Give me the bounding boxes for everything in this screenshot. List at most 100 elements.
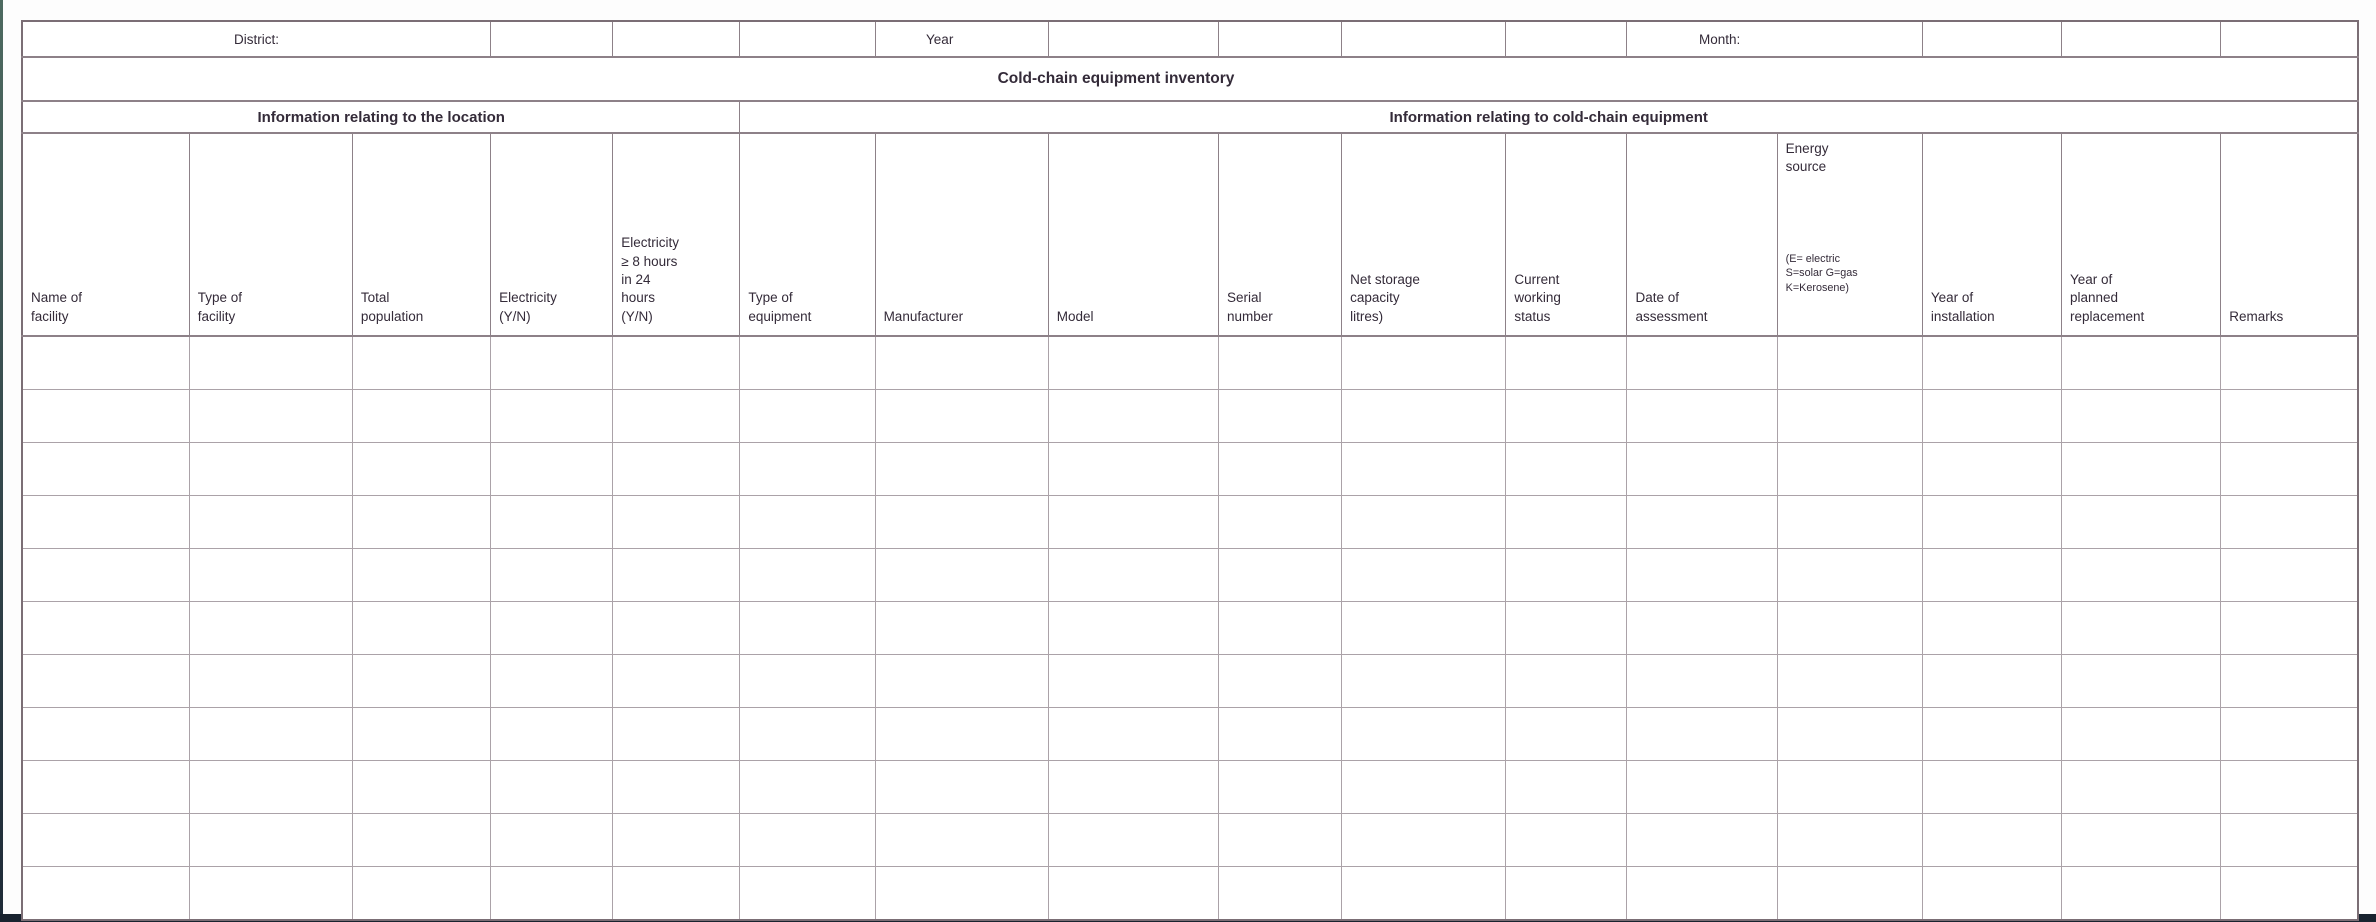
grid-cell[interactable] — [188, 442, 353, 496]
grid-cell[interactable] — [739, 389, 876, 443]
grid-cell[interactable] — [739, 760, 876, 814]
grid-cell[interactable] — [1047, 760, 1219, 814]
grid-cell[interactable] — [1217, 442, 1343, 496]
grid-cell[interactable] — [1921, 495, 2063, 549]
grid-cell[interactable] — [612, 548, 741, 602]
grid-cell[interactable] — [351, 389, 492, 443]
grid-cell[interactable] — [21, 654, 190, 708]
grid-cell[interactable] — [351, 548, 492, 602]
grid-cell[interactable] — [2220, 442, 2359, 496]
grid-cell[interactable] — [1341, 335, 1507, 390]
grid-cell[interactable] — [612, 442, 741, 496]
grid-cell[interactable] — [1341, 548, 1507, 602]
grid-cell[interactable] — [188, 495, 353, 549]
grid-cell[interactable] — [739, 866, 876, 921]
grid-cell[interactable] — [2061, 442, 2222, 496]
grid-cell[interactable] — [1341, 495, 1507, 549]
grid-cell[interactable] — [1776, 442, 1923, 496]
grid-cell[interactable] — [1505, 601, 1628, 655]
grid-cell[interactable] — [739, 442, 876, 496]
grid-cell[interactable] — [2220, 760, 2359, 814]
grid-cell[interactable] — [351, 601, 492, 655]
grid-cell[interactable] — [1217, 866, 1343, 921]
grid-cell[interactable] — [1505, 389, 1628, 443]
grid-cell[interactable] — [1505, 813, 1628, 867]
grid-cell[interactable] — [188, 707, 353, 761]
grid-cell[interactable] — [1217, 495, 1343, 549]
grid-cell[interactable] — [1776, 389, 1923, 443]
grid-cell[interactable] — [612, 707, 741, 761]
grid-cell[interactable] — [1047, 707, 1219, 761]
grid-cell[interactable] — [1047, 389, 1219, 443]
grid-cell[interactable] — [739, 654, 876, 708]
grid-cell[interactable] — [874, 654, 1049, 708]
grid-cell[interactable] — [351, 495, 492, 549]
grid-cell[interactable] — [2220, 813, 2359, 867]
grid-cell[interactable] — [1626, 442, 1778, 496]
grid-cell[interactable] — [188, 335, 353, 390]
grid-cell[interactable] — [2061, 760, 2222, 814]
grid-cell[interactable] — [2220, 601, 2359, 655]
grid-cell[interactable] — [612, 335, 741, 390]
grid-cell[interactable] — [2220, 389, 2359, 443]
district-value-cell[interactable] — [490, 20, 614, 58]
grid-cell[interactable] — [21, 442, 190, 496]
grid-cell[interactable] — [490, 442, 614, 496]
grid-cell[interactable] — [1776, 707, 1923, 761]
grid-cell[interactable] — [1626, 601, 1778, 655]
empty-cell[interactable] — [1217, 20, 1343, 58]
grid-cell[interactable] — [1341, 654, 1507, 708]
grid-cell[interactable] — [1505, 707, 1628, 761]
grid-cell[interactable] — [351, 335, 492, 390]
grid-cell[interactable] — [1505, 495, 1628, 549]
grid-cell[interactable] — [1626, 760, 1778, 814]
grid-cell[interactable] — [1217, 601, 1343, 655]
grid-cell[interactable] — [1217, 813, 1343, 867]
grid-cell[interactable] — [351, 442, 492, 496]
grid-cell[interactable] — [188, 654, 353, 708]
grid-cell[interactable] — [1047, 813, 1219, 867]
grid-cell[interactable] — [1626, 813, 1778, 867]
grid-cell[interactable] — [490, 335, 614, 390]
grid-cell[interactable] — [21, 601, 190, 655]
grid-cell[interactable] — [2061, 654, 2222, 708]
grid-cell[interactable] — [1776, 866, 1923, 921]
grid-cell[interactable] — [739, 813, 876, 867]
grid-cell[interactable] — [1047, 442, 1219, 496]
grid-cell[interactable] — [1921, 548, 2063, 602]
empty-cell[interactable] — [612, 20, 741, 58]
grid-cell[interactable] — [1341, 760, 1507, 814]
grid-cell[interactable] — [1217, 707, 1343, 761]
grid-cell[interactable] — [1921, 866, 2063, 921]
empty-cell[interactable] — [2061, 20, 2222, 58]
grid-cell[interactable] — [1505, 760, 1628, 814]
grid-cell[interactable] — [1341, 813, 1507, 867]
grid-cell[interactable] — [739, 335, 876, 390]
grid-cell[interactable] — [739, 601, 876, 655]
grid-cell[interactable] — [1626, 548, 1778, 602]
grid-cell[interactable] — [874, 548, 1049, 602]
grid-cell[interactable] — [1505, 335, 1628, 390]
grid-cell[interactable] — [1776, 760, 1923, 814]
grid-cell[interactable] — [1921, 813, 2063, 867]
grid-cell[interactable] — [2061, 389, 2222, 443]
grid-cell[interactable] — [2220, 866, 2359, 921]
grid-cell[interactable] — [1776, 813, 1923, 867]
grid-cell[interactable] — [739, 495, 876, 549]
grid-cell[interactable] — [2220, 707, 2359, 761]
grid-cell[interactable] — [1626, 654, 1778, 708]
grid-cell[interactable] — [351, 707, 492, 761]
grid-cell[interactable] — [2061, 335, 2222, 390]
grid-cell[interactable] — [21, 707, 190, 761]
grid-cell[interactable] — [874, 335, 1049, 390]
grid-cell[interactable] — [1776, 335, 1923, 390]
grid-cell[interactable] — [612, 760, 741, 814]
grid-cell[interactable] — [351, 760, 492, 814]
grid-cell[interactable] — [21, 495, 190, 549]
grid-cell[interactable] — [490, 389, 614, 443]
grid-cell[interactable] — [874, 707, 1049, 761]
grid-cell[interactable] — [2220, 548, 2359, 602]
grid-cell[interactable] — [2061, 548, 2222, 602]
grid-cell[interactable] — [1921, 335, 2063, 390]
grid-cell[interactable] — [1626, 707, 1778, 761]
